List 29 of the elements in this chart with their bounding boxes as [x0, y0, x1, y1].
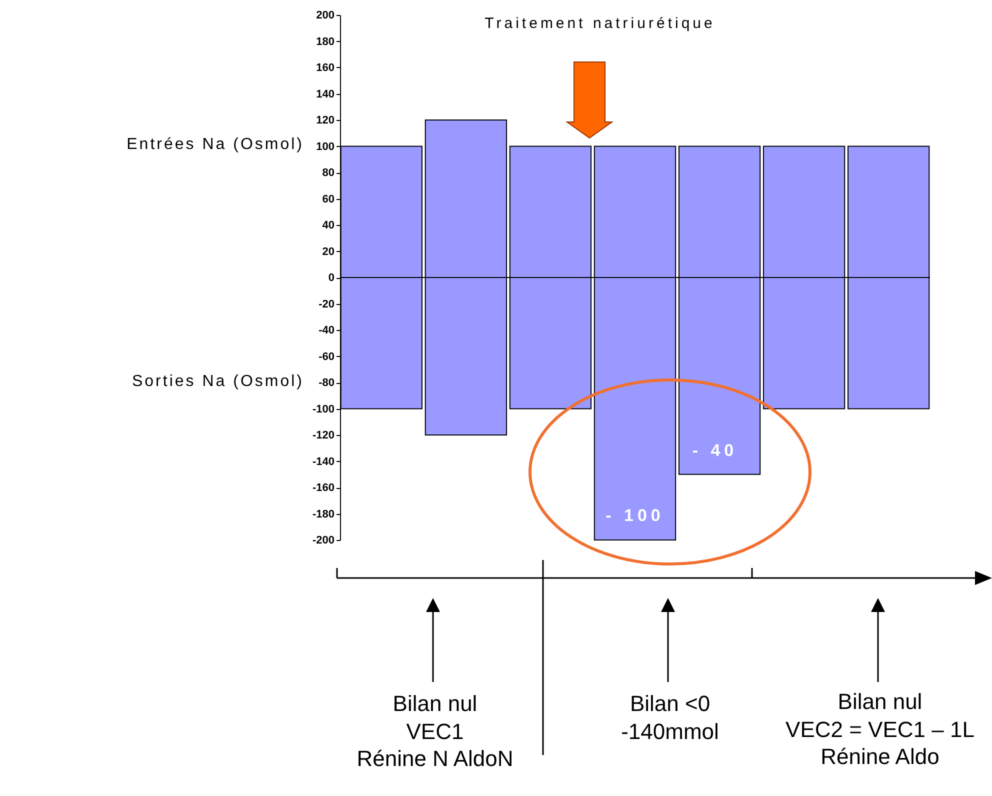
y-tick-label: -140 — [312, 456, 334, 468]
text: Bilan <0 -140mmol — [620, 690, 720, 745]
y-tick-label: 20 — [322, 246, 334, 258]
y-tick-label: 40 — [322, 220, 334, 232]
y-tick-label: -200 — [312, 534, 334, 546]
annotation: - 40 — [691, 440, 739, 462]
text: Bilan nul VEC2 = VEC1 – 1L Rénine Aldo — [784, 688, 976, 770]
y-tick-label: 120 — [316, 114, 334, 126]
y-tick-label: 160 — [316, 62, 334, 74]
y-tick-label: 60 — [322, 193, 334, 206]
y-tick-label: 140 — [316, 88, 334, 100]
y-tick-label: -80 — [318, 377, 334, 389]
annotation: - 100 — [604, 505, 666, 526]
y-tick-label: 0 — [328, 272, 334, 284]
y-tick-label: 80 — [322, 167, 334, 179]
y-tick-label: -40 — [318, 324, 334, 336]
y-tick-label: -180 — [312, 508, 334, 520]
y-tick-label: -20 — [318, 298, 334, 310]
y-tick-label: -160 — [312, 482, 334, 494]
y-tick-label: -60 — [318, 350, 334, 363]
text: Entrées Na (Osmol) — [126, 136, 304, 154]
annotation: Traitement natriurétique — [484, 15, 716, 34]
text: Bilan nul VEC1 Rénine N AldoN — [356, 690, 514, 772]
y-tick-label: -120 — [312, 430, 334, 442]
text: Sorties Na (Osmol) — [132, 372, 304, 390]
y-tick-label: 200 — [316, 10, 334, 22]
y-tick-label: 180 — [316, 36, 334, 48]
y-tick-label: 100 — [316, 140, 334, 153]
y-tick-label: -100 — [312, 403, 334, 416]
